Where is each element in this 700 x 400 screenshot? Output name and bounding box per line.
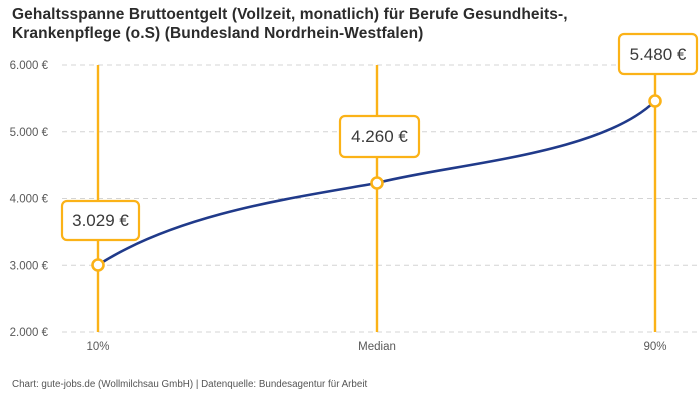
svg-text:5.480 €: 5.480 € [630,45,687,64]
svg-text:Median: Median [358,341,396,353]
svg-text:3.000 €: 3.000 € [10,260,49,272]
svg-text:6.000 €: 6.000 € [10,60,49,72]
svg-text:4.000 €: 4.000 € [10,194,49,206]
svg-text:10%: 10% [86,341,109,353]
svg-text:4.260 €: 4.260 € [351,127,408,146]
svg-text:5.000 €: 5.000 € [10,127,49,139]
svg-text:90%: 90% [643,341,666,353]
svg-text:2.000 €: 2.000 € [10,327,49,339]
svg-text:3.029 €: 3.029 € [72,211,129,230]
